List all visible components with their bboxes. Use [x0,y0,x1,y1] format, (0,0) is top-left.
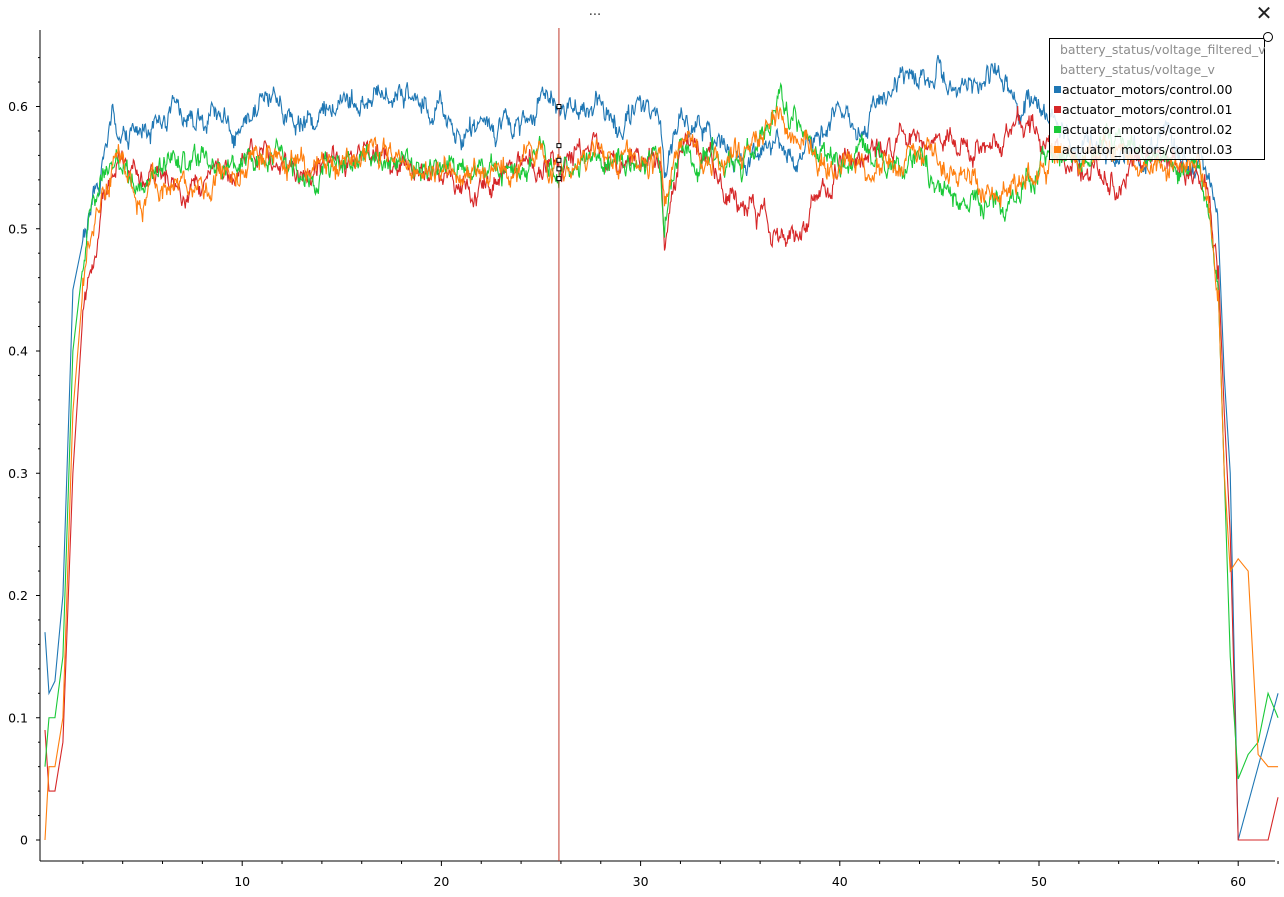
legend-item[interactable]: battery_status/voltage_filtered_v [1054,40,1266,60]
series-line-3 [44,105,1279,841]
legend-item[interactable]: actuator_motors/control.00 [1054,80,1232,100]
axes: 0 0.1 0.2 0.3 0.4 0.5 0.6 10 20 30 40 50 60 [8,30,1279,889]
legend-swatch [1054,66,1059,73]
legend-label: battery_status/voltage_filtered_v [1060,42,1266,57]
y-tick-label: 0.3 [8,466,28,481]
legend-label: battery_status/voltage_v [1060,62,1215,77]
x-tick-label: 50 [1031,874,1047,889]
window-title: ... [588,4,602,19]
legend-item[interactable]: actuator_motors/control.01 [1054,100,1232,120]
legend-label: actuator_motors/control.02 [1062,122,1233,137]
x-tick-label: 10 [234,874,250,889]
legend-item[interactable]: actuator_motors/control.03 [1054,140,1232,160]
legend-swatch [1054,86,1061,93]
legend-swatch [1054,106,1061,113]
cursor-marker [556,166,562,172]
series-line-1 [44,105,1279,841]
y-tick-label: 0.6 [8,99,28,114]
x-tick-label: 40 [832,874,848,889]
y-tick-label: 0 [20,833,28,848]
x-tick-label: 20 [433,874,449,889]
close-icon[interactable]: ✕ [1255,1,1273,25]
legend-item[interactable]: actuator_motors/control.02 [1054,120,1232,140]
legend-swatch [1054,126,1061,133]
x-tick-label: 30 [633,874,649,889]
series-line-2 [44,81,1279,780]
y-tick-label: 0.5 [8,221,28,236]
series-layer [44,54,1279,841]
cursor-marker [556,143,562,149]
legend-resize-handle[interactable] [1263,32,1273,42]
y-tick-label: 0.4 [8,344,28,359]
time-cursor-layer [556,28,562,861]
legend-label: actuator_motors/control.00 [1062,82,1233,97]
y-tick-label: 0.1 [8,710,28,725]
cursor-marker [556,104,562,109]
legend-item[interactable]: battery_status/voltage_v [1054,60,1215,80]
cursor-marker [556,157,562,163]
legend-swatch [1054,46,1059,53]
legend-label: actuator_motors/control.03 [1062,142,1233,157]
legend-swatch [1054,146,1061,153]
x-tick-label: 60 [1230,874,1246,889]
cursor-marker [556,176,562,182]
legend-label: actuator_motors/control.01 [1062,102,1233,117]
y-tick-label: 0.2 [8,588,28,603]
